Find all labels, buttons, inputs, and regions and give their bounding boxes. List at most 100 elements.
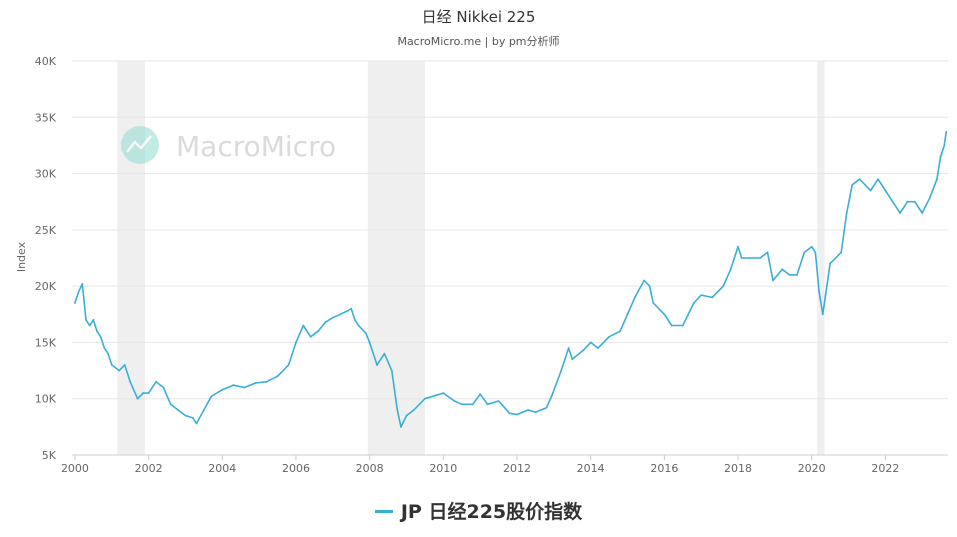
data-point [339,313,342,316]
data-point [567,347,570,349]
data-point [169,403,172,406]
data-point [560,369,563,372]
data-point [729,268,732,271]
data-point [551,394,553,397]
data-point [354,319,356,321]
data-point [92,319,95,321]
data-point [803,251,806,254]
data-point [129,380,132,383]
data-point [396,409,399,411]
chart-title: 日经 Nikkei 225 [421,8,536,26]
data-point [781,268,784,271]
data-point [424,397,426,400]
data-point [350,307,353,310]
data-point [497,400,500,402]
data-point [123,364,126,366]
data-point [479,393,482,396]
data-point [829,262,832,265]
legend-label: JP 日经225股价指数 [400,501,583,523]
data-point [737,245,739,248]
data-point [136,397,139,400]
recession-bands [117,61,825,455]
y-axis-label: Index [15,241,28,272]
data-point [508,412,511,415]
data-point [471,403,474,406]
data-point [913,200,916,203]
data-point [383,352,386,355]
data-point [81,282,84,285]
y-tick-label: 20K [35,280,57,293]
y-axis: 5K 10K 15K 20K 25K 30K 35K 40K [35,55,57,462]
data-point [210,395,213,398]
data-point [810,245,813,248]
y-tick-label: 40K [35,55,57,68]
data-point [412,409,415,411]
data-point [936,178,938,181]
data-point [663,313,666,316]
data-point [453,400,456,402]
data-point [346,310,349,312]
data-point [589,341,592,344]
data-point [390,369,393,372]
watermark-text: MacroMicro [176,130,336,163]
y-tick-label: 5K [42,449,57,462]
data-point [88,324,91,327]
data-point [891,200,894,203]
data-point [155,380,157,383]
data-point [232,384,235,387]
data-point [652,302,655,304]
x-tick-label: 2012 [503,462,531,475]
y-tick-label: 30K [35,168,57,181]
x-tick-label: 2002 [135,462,163,475]
data-point [818,290,820,293]
x-tick-label: 2006 [282,462,310,475]
data-point [877,178,879,181]
data-point [700,294,703,297]
gridlines [72,60,948,456]
data-point [928,197,931,200]
data-point [276,375,279,378]
data-point [906,200,909,203]
data-point [692,302,695,304]
data-points [74,131,948,428]
legend[interactable]: JP 日经225股价指数 [0,497,957,524]
data-point [748,257,750,259]
y-tick-label: 35K [35,111,57,124]
data-point [368,341,371,344]
y-tick-label: 10K [35,393,57,406]
data-point [85,319,87,321]
data-point [302,324,305,327]
data-point [711,296,714,299]
data-point [840,251,843,254]
data-point [162,386,165,389]
data-point [759,257,762,259]
data-point [442,392,445,394]
data-point [357,324,360,327]
data-point [772,279,774,282]
data-point [74,302,76,304]
x-tick-label: 2008 [356,462,384,475]
data-point [184,414,187,417]
y-tick-label: 15K [35,336,57,349]
recession-band-1 [367,61,425,455]
data-point [460,403,463,406]
data-point [722,285,725,288]
data-point [626,313,629,316]
y-tick-label: 25K [35,224,57,237]
data-point [400,425,402,428]
data-point [77,290,80,293]
data-point [177,409,179,411]
data-point [670,324,673,327]
x-axis: 2000 2002 2004 2006 2008 2010 2012 2014 2016 2018… [61,454,948,475]
data-point [265,380,268,383]
data-point [939,155,942,158]
data-point [858,178,861,181]
data-point [814,251,817,254]
logo-chart-icon [126,135,152,153]
data-point [435,394,437,397]
data-point [331,316,334,319]
data-point [943,144,946,147]
data-point [287,364,290,366]
data-point [195,422,198,425]
